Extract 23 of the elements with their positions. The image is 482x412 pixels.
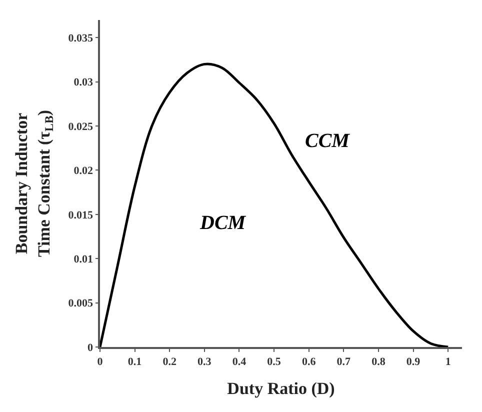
x-tick-label: 0.9 <box>406 356 421 368</box>
y-tick-label: 0.03 <box>74 76 94 89</box>
annotation: DCM <box>199 212 247 234</box>
x-tick-label: 0.2 <box>162 356 177 368</box>
line-series <box>100 62 450 347</box>
y-tick-label: 0.01 <box>74 253 94 266</box>
y-tick-label: 0.035 <box>68 32 94 45</box>
x-tick-label: 0.1 <box>128 356 142 368</box>
x-axis-title: Duty Ratio (D) <box>227 378 335 398</box>
x-tick-label: 0.8 <box>372 356 386 368</box>
x-tick-label: 0.6 <box>302 356 316 368</box>
y-tick-label: 0 <box>88 342 94 354</box>
y-tick-label: 0.02 <box>74 165 94 178</box>
annotation: CCM <box>305 130 351 152</box>
x-tick-label: 0.5 <box>267 356 282 368</box>
x-tick-label: 0.3 <box>198 356 212 368</box>
x-tick-label: 0 <box>97 356 104 368</box>
y-tick-label: 0.015 <box>68 209 94 222</box>
y-tick-label: 0.025 <box>68 120 94 133</box>
y-tick-label: 0.005 <box>68 298 94 310</box>
x-tick-label: 0.4 <box>232 356 247 368</box>
x-tick-label: 1 <box>445 356 451 368</box>
x-tick-label: 0.7 <box>336 356 352 368</box>
